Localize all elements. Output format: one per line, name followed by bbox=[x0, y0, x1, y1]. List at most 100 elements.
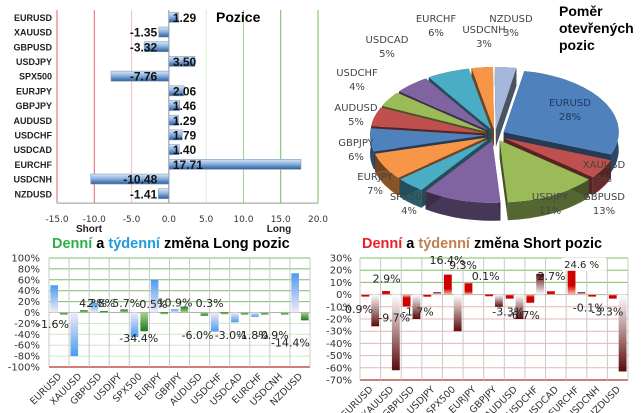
pie-label-percent: 6% bbox=[428, 28, 444, 39]
weekly-bar bbox=[170, 309, 179, 313]
daily-bar bbox=[200, 312, 209, 316]
daily-bar bbox=[464, 283, 473, 295]
daily-bar bbox=[300, 312, 309, 321]
y-tick-label: -20% bbox=[326, 315, 352, 326]
data-label: -0.9% bbox=[341, 303, 373, 316]
bar bbox=[168, 56, 196, 67]
value-label: 17.71 bbox=[173, 158, 203, 172]
value-label: 3.50 bbox=[173, 55, 197, 69]
bar bbox=[158, 26, 170, 38]
value-label: 1.29 bbox=[173, 114, 197, 128]
category-label: EURCHF bbox=[15, 160, 53, 170]
pie-label-percent: 28% bbox=[559, 112, 581, 123]
data-label: -0.9% bbox=[257, 329, 289, 342]
pie-label-name: EURJPY bbox=[357, 172, 393, 183]
title-part: týdenní bbox=[108, 236, 161, 252]
pie-slice-usdjpy bbox=[425, 140, 501, 203]
data-label: -1.7% bbox=[402, 305, 434, 318]
bar bbox=[168, 129, 183, 141]
pie-slice-eurjpy bbox=[375, 137, 487, 178]
pie-slice-side bbox=[425, 191, 501, 221]
title-part: změna Long pozic bbox=[160, 236, 290, 252]
x-tick-label: 20.0 bbox=[308, 215, 328, 225]
y-tick-label: 40% bbox=[18, 286, 40, 297]
pie-slice-audusd bbox=[371, 107, 486, 134]
weekly-bar bbox=[495, 294, 503, 307]
pie-slice-gbpusd bbox=[499, 140, 589, 203]
pie-label-percent: 5% bbox=[379, 49, 395, 60]
pie-label-percent: 13% bbox=[593, 206, 615, 217]
y-tick-label: 0% bbox=[24, 308, 40, 319]
daily-bar bbox=[180, 306, 189, 313]
daily-bar bbox=[280, 312, 289, 315]
y-tick-label: 20% bbox=[18, 297, 40, 308]
category-label: USDCHF bbox=[15, 130, 53, 140]
pie-slice-wall bbox=[499, 140, 508, 221]
y-tick-label: 80% bbox=[18, 264, 40, 275]
x-tick-label: 5.0 bbox=[199, 215, 214, 225]
value-label: -1.41 bbox=[130, 187, 158, 201]
daily-bar bbox=[423, 294, 432, 297]
data-label: -3.3% bbox=[492, 305, 524, 318]
pie-slice-spx500 bbox=[400, 139, 489, 190]
category-label: NZDUSD bbox=[15, 189, 53, 199]
bar bbox=[168, 85, 185, 97]
pie-label-percent: 4% bbox=[349, 82, 365, 93]
data-label: -14.4% bbox=[271, 336, 310, 349]
y-tick-label: -40% bbox=[326, 339, 352, 350]
x-tick-label: -5.0 bbox=[123, 215, 141, 225]
value-label: -10.48 bbox=[123, 173, 157, 187]
weekly-bar bbox=[391, 294, 400, 371]
daily-bar bbox=[485, 294, 493, 297]
y-tick-label: -40% bbox=[14, 330, 40, 341]
bar bbox=[168, 159, 302, 170]
data-label-box bbox=[562, 257, 607, 271]
x-tick-label: 0.0 bbox=[162, 215, 177, 225]
pie-label-name: NZDUSD bbox=[489, 14, 533, 25]
daily-bar bbox=[240, 312, 249, 315]
pie-label-name: USDCNH bbox=[462, 25, 505, 36]
data-label: -3.0% bbox=[215, 329, 247, 342]
y-tick-label: -60% bbox=[14, 341, 40, 352]
pie-label-percent: 3% bbox=[476, 39, 492, 50]
category-label: EURJPY bbox=[16, 86, 52, 96]
data-label: -3.3% bbox=[591, 305, 623, 318]
category-label: GBPJPY bbox=[15, 101, 52, 111]
category-label: USDJPY bbox=[16, 57, 52, 67]
weekly-bar bbox=[371, 294, 380, 327]
pie-slice-wall bbox=[495, 68, 517, 148]
x-tick-label: -10.0 bbox=[83, 215, 107, 225]
bar bbox=[110, 70, 170, 82]
pie-slice-usdcnh bbox=[471, 67, 494, 129]
daily-bar bbox=[60, 312, 68, 315]
pie-label-percent: 5% bbox=[596, 174, 612, 185]
category-label: USDCNH bbox=[13, 175, 52, 185]
category-label: EURUSD bbox=[14, 13, 53, 23]
category-label: AUDUSD bbox=[13, 116, 52, 126]
pie-slice-nzdusd bbox=[494, 67, 517, 129]
daily-bar bbox=[260, 312, 269, 315]
category-label: GBPUSD bbox=[13, 42, 52, 52]
daily-bar bbox=[443, 274, 452, 295]
pie-label-name: USDJPY bbox=[532, 192, 569, 203]
weekly-bar bbox=[412, 294, 421, 319]
weekly-bar bbox=[618, 294, 627, 372]
data-label: 0.1% bbox=[472, 270, 500, 283]
weekly-bar bbox=[150, 279, 159, 313]
pie-label-percent: 11% bbox=[539, 206, 561, 217]
title-part: a bbox=[92, 236, 108, 252]
daily-bar bbox=[526, 294, 535, 303]
bar bbox=[143, 41, 170, 53]
category-label: USDCAD bbox=[13, 145, 52, 155]
weekly-bar bbox=[515, 294, 524, 319]
daily-bar bbox=[608, 294, 617, 299]
y-tick-label: 20% bbox=[330, 266, 352, 277]
chart-title-line: otevřených bbox=[559, 20, 634, 36]
pie-slice-wall bbox=[494, 67, 496, 148]
value-label: 2.06 bbox=[173, 84, 197, 98]
y-tick-label: -10% bbox=[326, 302, 352, 313]
data-label: 2.7% bbox=[538, 270, 566, 283]
data-label: 0.3% bbox=[196, 297, 224, 310]
daily-bar bbox=[120, 309, 128, 313]
